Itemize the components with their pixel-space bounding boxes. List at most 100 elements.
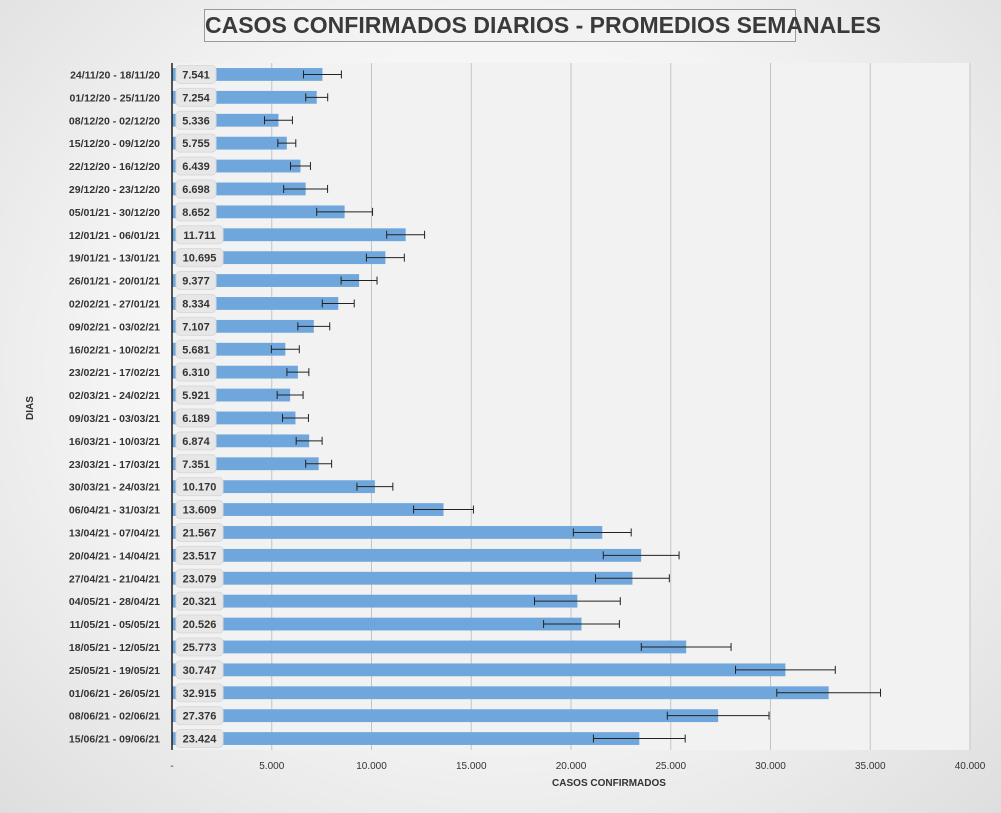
data-label-box	[175, 133, 217, 153]
data-label-box	[175, 248, 224, 268]
bar	[172, 571, 633, 585]
data-label: 25.773	[183, 642, 217, 654]
data-label: 8.334	[182, 298, 210, 310]
data-label: 5.336	[182, 115, 210, 127]
data-label-box	[175, 408, 217, 428]
data-label: 32.915	[183, 688, 217, 700]
data-label: 23.517	[183, 550, 217, 562]
category-label: 09/03/21 - 03/03/21	[69, 413, 160, 425]
data-label: 30.747	[183, 665, 217, 677]
bar	[172, 503, 444, 516]
data-label: 8.652	[182, 207, 210, 219]
bar	[172, 617, 582, 631]
data-label: 6.189	[182, 413, 210, 425]
data-label: 6.698	[182, 184, 210, 196]
data-label: 13.609	[183, 505, 217, 517]
data-label-box	[175, 87, 217, 107]
category-label: 30/03/21 - 24/03/21	[69, 482, 160, 494]
category-label: 29/12/20 - 23/12/20	[69, 184, 160, 196]
data-label: 5.921	[182, 390, 210, 402]
data-label-box	[175, 706, 224, 726]
category-label: 23/03/21 - 17/03/21	[69, 459, 160, 471]
data-label: 10.695	[183, 253, 217, 265]
data-label-box	[175, 500, 224, 520]
category-label: 01/12/20 - 25/11/20	[70, 92, 161, 104]
data-label: 21.567	[183, 527, 217, 539]
data-label: 10.170	[183, 482, 217, 494]
data-label-box	[175, 271, 217, 291]
bar	[172, 640, 687, 654]
data-label-box	[175, 179, 217, 199]
category-label: 09/02/21 - 03/02/21	[69, 321, 160, 333]
data-label: 7.541	[182, 69, 210, 81]
data-label-box	[175, 64, 217, 84]
x-tick-label: 15.000	[456, 761, 487, 772]
data-label-box	[175, 591, 224, 611]
data-label-box	[175, 362, 217, 382]
category-label: 15/12/20 - 09/12/20	[69, 138, 160, 150]
bar	[172, 686, 829, 700]
bar	[172, 732, 640, 745]
category-label: 11/05/21 - 05/05/21	[70, 619, 161, 631]
x-axis-title: CASOS CONFIRMADOS	[552, 778, 666, 789]
data-label-box	[175, 660, 224, 680]
category-label: 06/04/21 - 31/03/21	[69, 505, 160, 517]
data-label: 5.681	[182, 344, 210, 356]
category-label: 23/02/21 - 17/02/21	[69, 367, 160, 379]
data-label: 7.107	[182, 321, 210, 333]
category-label: 20/04/21 - 14/04/21	[69, 550, 160, 562]
data-label-box	[175, 614, 224, 634]
category-label: 19/01/21 - 13/01/21	[69, 253, 160, 265]
category-label: 01/06/21 - 26/05/21	[69, 688, 160, 700]
category-label: 22/12/20 - 16/12/20	[69, 161, 160, 173]
data-label-box	[175, 293, 217, 313]
data-label: 5.755	[182, 138, 210, 150]
data-label-box	[175, 545, 224, 565]
bar	[172, 526, 603, 539]
bar	[172, 251, 386, 265]
category-label: 12/01/21 - 06/01/21	[69, 230, 160, 242]
x-tick-label: 25.000	[655, 761, 686, 772]
category-label: 02/02/21 - 27/01/21	[69, 298, 160, 310]
data-label-box	[175, 225, 224, 245]
bar	[172, 228, 406, 242]
category-label: 13/04/21 - 07/04/21	[69, 527, 160, 539]
category-label: 05/01/21 - 30/12/20	[69, 207, 160, 219]
data-label: 6.310	[182, 367, 210, 379]
data-label-box	[175, 339, 217, 359]
chart-title: CASOS CONFIRMADOS DIARIOS - PROMEDIOS SE…	[204, 9, 881, 42]
data-label: 20.526	[183, 619, 217, 631]
data-label-box	[175, 637, 224, 657]
x-tick-label: 5.000	[259, 761, 284, 772]
category-label: 16/03/21 - 10/03/21	[69, 436, 160, 448]
data-label-box	[175, 202, 217, 222]
x-tick-label: 10.000	[356, 761, 387, 772]
data-label-box	[175, 431, 217, 451]
bar	[172, 594, 578, 608]
category-label: 08/12/20 - 02/12/20	[69, 115, 160, 127]
data-label-box	[175, 385, 217, 405]
category-label: 18/05/21 - 12/05/21	[69, 642, 160, 654]
data-label: 6.874	[182, 436, 210, 448]
data-label-box	[175, 454, 217, 474]
data-label-box	[175, 729, 224, 749]
category-label: 08/06/21 - 02/06/21	[69, 711, 160, 723]
x-tick-label: 20.000	[556, 761, 587, 772]
data-label: 11.711	[183, 230, 215, 242]
bar	[172, 274, 360, 287]
data-label-box	[175, 568, 224, 588]
x-tick-label: 30.000	[755, 761, 786, 772]
x-tick-label: 35.000	[855, 761, 886, 772]
data-label-box	[175, 477, 224, 497]
data-label: 23.424	[183, 734, 218, 746]
bar	[172, 709, 719, 723]
data-label-box	[175, 683, 224, 703]
data-label: 23.079	[183, 573, 217, 585]
bar	[172, 548, 642, 562]
x-tick-label: -	[170, 761, 173, 772]
data-label-box	[175, 522, 224, 542]
category-label: 24/11/20 - 18/11/20	[70, 69, 160, 81]
data-label: 7.254	[182, 92, 210, 104]
